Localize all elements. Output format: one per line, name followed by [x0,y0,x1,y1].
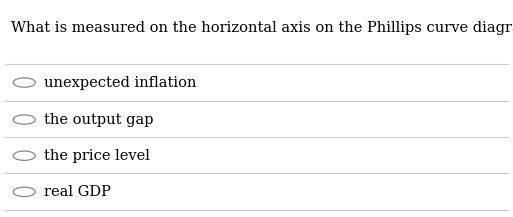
Text: the price level: the price level [44,149,150,163]
Text: real GDP: real GDP [44,185,111,199]
Text: unexpected inflation: unexpected inflation [44,76,197,90]
Text: the output gap: the output gap [44,113,154,127]
Text: What is measured on the horizontal axis on the Phillips curve diagram?: What is measured on the horizontal axis … [11,21,513,35]
